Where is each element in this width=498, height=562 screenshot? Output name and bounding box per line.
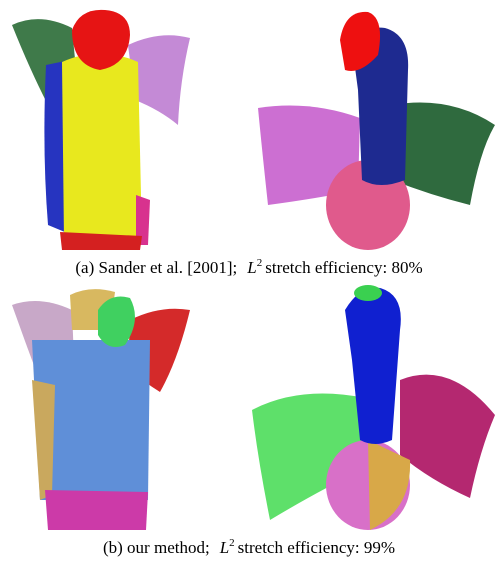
caption-symbol: L: [219, 538, 229, 557]
model-a-front: [12, 10, 190, 250]
model-a-back: [258, 12, 495, 250]
caption-suffix: stretch efficiency: 99%: [238, 538, 395, 557]
caption-prefix: (a) Sander et al. [2001];: [75, 258, 237, 277]
figure: (a) Sander et al. [2001];L2stretch effic…: [0, 0, 498, 562]
model-b-front: [12, 289, 190, 530]
caption-superscript: 2: [257, 257, 263, 269]
caption-suffix: stretch efficiency: 80%: [265, 258, 422, 277]
caption-prefix: (b) our method;: [103, 538, 210, 557]
caption-superscript: 2: [229, 537, 235, 549]
model-b-back: [252, 285, 495, 530]
caption-symbol: L: [246, 258, 256, 277]
